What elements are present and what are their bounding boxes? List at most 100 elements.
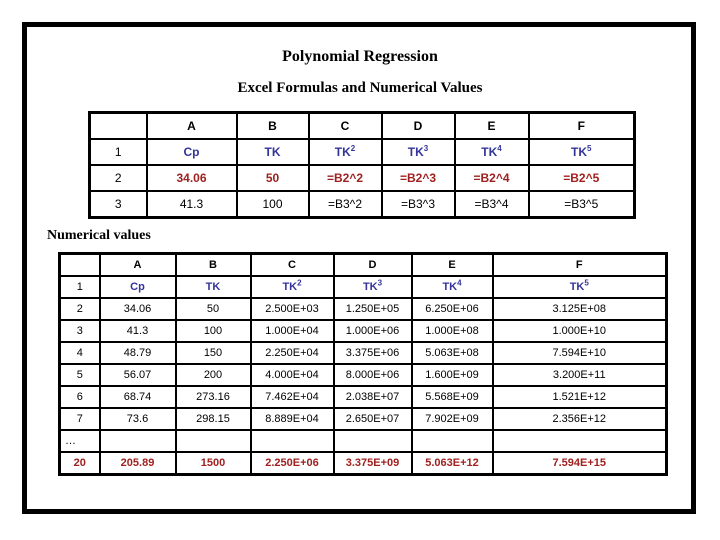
cell: 7.594E+15 [491, 451, 668, 476]
row-number: 4 [58, 341, 101, 365]
cell: TK [174, 275, 252, 299]
cell: 150 [174, 341, 252, 365]
slide-border-frame [22, 22, 696, 514]
cell: 7.902E+09 [410, 407, 494, 431]
table-row: 20 205.89 1500 2.250E+06 3.375E+09 5.063E+12 7… [58, 451, 668, 476]
row-number: 20 [58, 451, 101, 476]
cell: 4.000E+04 [249, 363, 335, 387]
column-header: D [332, 252, 413, 277]
cell: 3.125E+08 [491, 297, 668, 321]
cell: 34.06 [145, 164, 238, 192]
cell: 34.06 [98, 297, 177, 321]
corner-cell [88, 111, 148, 140]
cell: 100 [174, 319, 252, 343]
cell: Cp [98, 275, 177, 299]
cell: 200 [174, 363, 252, 387]
cell: 2.250E+04 [249, 341, 335, 365]
row-number: 2 [58, 297, 101, 321]
table-row: 2 34.06 50 =B2^2 =B2^3 =B2^4 =B2^5 [88, 164, 636, 192]
row-number: 5 [58, 363, 101, 387]
cell: 6.250E+06 [410, 297, 494, 321]
cell: 2.650E+07 [332, 407, 413, 431]
cell: 8.889E+04 [249, 407, 335, 431]
cell: 3.375E+09 [332, 451, 413, 476]
slide-title: Polynomial Regression [282, 48, 438, 65]
column-header: F [527, 111, 636, 140]
excel-formula-table: A B C D E F 1 Cp TK TK2 TK3 TK4 TK5 2 34.06 50 =B2^2 =B2^… [88, 111, 636, 219]
cell: 273.16 [174, 385, 252, 409]
cell: 7.594E+10 [491, 341, 668, 365]
column-header: B [235, 111, 310, 140]
cell: =B3^5 [527, 190, 636, 219]
cell: Cp [145, 138, 238, 166]
cell: 68.74 [98, 385, 177, 409]
cell: 56.07 [98, 363, 177, 387]
cell: 2.038E+07 [332, 385, 413, 409]
row-number: 1 [58, 275, 101, 299]
cell: 1.521E+12 [491, 385, 668, 409]
cell: 298.15 [174, 407, 252, 431]
cell [332, 429, 413, 453]
cell: 73.6 [98, 407, 177, 431]
cell [249, 429, 335, 453]
column-header: E [410, 252, 494, 277]
numerical-values-table: A B C D E F 1 Cp TK TK2 TK3 TK4 TK5 2 34.06 50 2.500E+03… [58, 252, 668, 476]
cell: 2.356E+12 [491, 407, 668, 431]
cell: 48.79 [98, 341, 177, 365]
cell: TK4 [453, 138, 530, 166]
row-number: 3 [88, 190, 148, 219]
cell [491, 429, 668, 453]
cell: 8.000E+06 [332, 363, 413, 387]
column-header: A [145, 111, 238, 140]
corner-cell [58, 252, 101, 277]
cell [98, 429, 177, 453]
cell [410, 429, 494, 453]
cell: 205.89 [98, 451, 177, 476]
table-row: 1 Cp TK TK2 TK3 TK4 TK5 [88, 138, 636, 166]
cell [174, 429, 252, 453]
column-header: C [249, 252, 335, 277]
cell: TK5 [491, 275, 668, 299]
cell: TK3 [380, 138, 456, 166]
column-header: A [98, 252, 177, 277]
cell: 1.600E+09 [410, 363, 494, 387]
table-row: 4 48.79 150 2.250E+04 3.375E+06 5.063E+08 7.59… [58, 341, 668, 365]
numerical-values-label: Numerical values [47, 228, 151, 243]
cell: 1.000E+06 [332, 319, 413, 343]
cell: 41.3 [145, 190, 238, 219]
table-row: 2 34.06 50 2.500E+03 1.250E+05 6.250E+06 3.125… [58, 297, 668, 321]
cell: =B2^5 [527, 164, 636, 192]
cell: 41.3 [98, 319, 177, 343]
row-number: 6 [58, 385, 101, 409]
cell: 1.000E+08 [410, 319, 494, 343]
table-row: 7 73.6 298.15 8.889E+04 2.650E+07 7.902E+09 2.… [58, 407, 668, 431]
cell: 50 [174, 297, 252, 321]
column-header: E [453, 111, 530, 140]
row-number: 1 [88, 138, 148, 166]
cell: TK4 [410, 275, 494, 299]
cell: =B2^3 [380, 164, 456, 192]
table-row: … [58, 429, 668, 453]
cell: =B3^2 [307, 190, 383, 219]
cell: 3.375E+06 [332, 341, 413, 365]
cell: 2.500E+03 [249, 297, 335, 321]
cell: 100 [235, 190, 310, 219]
table-row: 6 68.74 273.16 7.462E+04 2.038E+07 5.568E+09 1… [58, 385, 668, 409]
column-header: F [491, 252, 668, 277]
cell: 5.063E+12 [410, 451, 494, 476]
cell: 1500 [174, 451, 252, 476]
table-row: 3 41.3 100 =B3^2 =B3^3 =B3^4 =B3^5 [88, 190, 636, 219]
cell: 1.000E+04 [249, 319, 335, 343]
cell: 2.250E+06 [249, 451, 335, 476]
cell: TK2 [307, 138, 383, 166]
cell: TK3 [332, 275, 413, 299]
cell: =B2^4 [453, 164, 530, 192]
cell: TK5 [527, 138, 636, 166]
column-header: D [380, 111, 456, 140]
cell: =B3^3 [380, 190, 456, 219]
cell: 5.568E+09 [410, 385, 494, 409]
row-number: 3 [58, 319, 101, 343]
cell: 5.063E+08 [410, 341, 494, 365]
